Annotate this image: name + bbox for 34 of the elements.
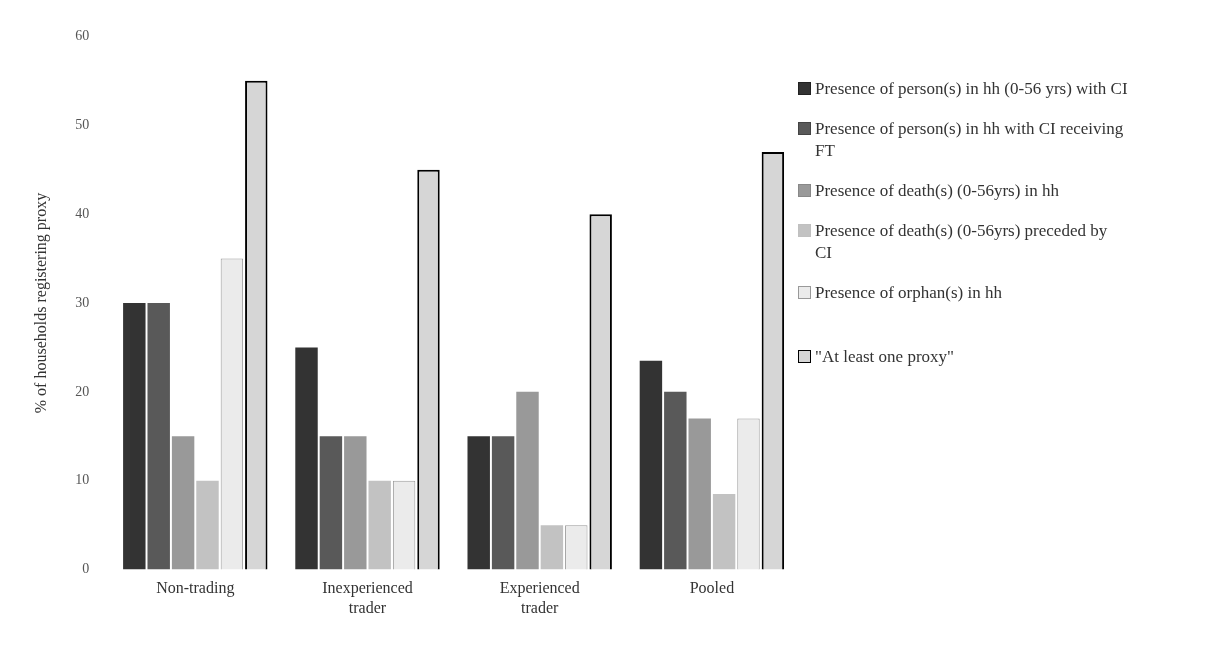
bar — [319, 436, 343, 570]
y-axis-title: % of households registering proxy — [31, 192, 50, 414]
bar — [491, 436, 515, 570]
legend-label: Presence of person(s) in hh with CI receiving FT — [815, 118, 1125, 162]
bar — [516, 391, 539, 570]
bar — [688, 418, 711, 570]
y-tick-label: 40 — [75, 205, 90, 221]
bar — [467, 436, 490, 570]
bar — [344, 436, 367, 570]
y-tick-label: 30 — [75, 294, 90, 310]
bar — [540, 525, 564, 570]
legend-label: Presence of person(s) in hh (0-56 yrs) with CI — [815, 78, 1128, 100]
bar — [196, 480, 219, 570]
bar — [123, 303, 146, 570]
bar — [171, 436, 195, 570]
x-tick-label: Inexperienced trader — [322, 579, 413, 616]
bar — [639, 360, 663, 570]
legend-label: Presence of death(s) (0-56yrs) preceded by CI — [815, 220, 1109, 264]
y-tick-label: 20 — [75, 383, 90, 399]
bar — [664, 391, 687, 570]
y-tick-label: 50 — [75, 116, 90, 132]
x-tick-label: Pooled — [689, 579, 735, 597]
legend-label: Presence of orphan(s) in hh — [815, 282, 1002, 304]
bar — [295, 347, 318, 570]
y-tick-label: 10 — [75, 472, 90, 488]
bar — [368, 480, 391, 570]
y-tick-label: 60 — [75, 28, 90, 44]
y-tick-label: 0 — [82, 561, 90, 577]
x-tick-label: Experienced trader — [499, 579, 580, 616]
bar — [712, 494, 736, 570]
legend-label: Presence of death(s) (0-56yrs) in hh — [815, 180, 1060, 202]
x-tick-label: Non-trading — [156, 579, 235, 598]
bar — [147, 303, 170, 570]
legend-label: "At least one proxy" — [815, 346, 954, 368]
